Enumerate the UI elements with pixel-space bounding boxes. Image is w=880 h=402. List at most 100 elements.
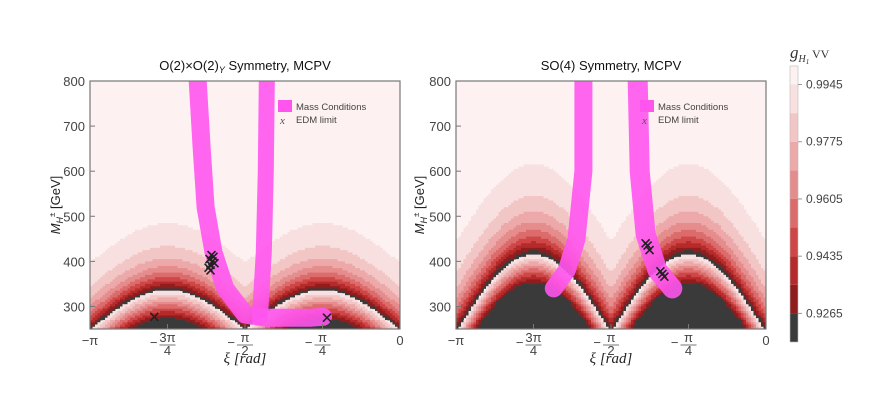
contour-cell: [638, 304, 642, 307]
contour-cell: [741, 319, 744, 325]
right-panel-title: SO(4) Symmetry, MCPV: [541, 58, 682, 73]
contour-cell: [330, 304, 333, 310]
contour-cell: [756, 259, 759, 276]
contour-cell: [215, 322, 218, 328]
contour-cell: [375, 288, 378, 294]
contour-cell: [125, 310, 128, 314]
contour-cell: [182, 247, 186, 262]
colorbar-frame: [789, 65, 799, 343]
contour-cell: [583, 310, 587, 314]
contour-cell: [653, 290, 657, 294]
contour-cell: [493, 281, 497, 285]
contour-cell: [618, 310, 622, 316]
contour-cell: [347, 310, 351, 314]
contour-cell: [721, 283, 724, 287]
contour-cell: [703, 279, 707, 285]
contour-cell: [125, 259, 128, 271]
contour-cell: [593, 310, 597, 316]
contour-cell: [115, 286, 118, 292]
contour-cell: [302, 279, 306, 285]
contour-cell: [362, 324, 366, 329]
contour-cell: [536, 277, 539, 280]
contour-cell: [115, 304, 118, 307]
contour-cell: [683, 261, 687, 267]
contour-cell: [395, 324, 398, 328]
contour-cell: [728, 288, 732, 292]
contour-cell: [571, 299, 574, 303]
contour-cell: [553, 171, 557, 204]
contour-cell: [292, 324, 296, 329]
edm-point: [322, 313, 332, 323]
svg-text:3π: 3π: [525, 330, 541, 345]
contour-cell: [526, 236, 529, 244]
contour-cell: [227, 250, 231, 274]
contour-cell: [92, 324, 96, 328]
contour-cell: [621, 310, 624, 316]
contour-cell: [157, 223, 161, 249]
contour-cell: [511, 290, 514, 329]
contour-cell: [187, 308, 191, 312]
contour-cell: [643, 310, 647, 329]
contour-cell: [678, 195, 682, 213]
contour-cell: [165, 301, 168, 305]
contour-cell: [703, 265, 707, 271]
contour-cell: [741, 236, 744, 253]
contour-cell: [200, 286, 203, 292]
contour-cell: [576, 290, 579, 294]
contour-cell: [142, 308, 146, 314]
contour-cell: [633, 317, 637, 321]
contour-cell: [172, 297, 176, 303]
contour-cell: [332, 277, 336, 283]
contour-cell: [100, 322, 103, 325]
contour-cell: [703, 241, 707, 246]
contour-cell: [456, 313, 459, 319]
contour-cell: [691, 229, 694, 237]
contour-cell: [596, 317, 599, 323]
contour-cell: [295, 277, 298, 283]
contour-cell: [496, 299, 499, 303]
contour-cell: [511, 261, 514, 267]
contour-cell: [531, 283, 534, 329]
contour-cell: [723, 216, 727, 233]
contour-cell: [325, 304, 328, 310]
contour-cell: [676, 214, 679, 224]
contour-cell: [638, 310, 642, 314]
contour-cell: [132, 290, 136, 294]
contour-cell: [120, 263, 123, 276]
contour-cell: [633, 304, 637, 307]
contour-cell: [618, 315, 622, 319]
contour-cell: [305, 274, 308, 280]
contour-cell: [518, 268, 522, 274]
contour-cell: [586, 297, 589, 301]
contour-cell: [601, 286, 604, 294]
contour-cell: [723, 301, 727, 329]
contour-cell: [538, 279, 542, 285]
contour-cell: [676, 263, 679, 269]
contour-cell: [556, 254, 559, 260]
contour-cell: [521, 274, 524, 278]
contour-cell: [280, 299, 283, 305]
contour-cell: [541, 223, 544, 233]
svg-text:−: −: [516, 335, 524, 350]
contour-cell: [676, 270, 679, 276]
contour-cell: [608, 297, 612, 307]
contour-cell: [638, 317, 642, 329]
contour-cell: [157, 259, 161, 267]
contour-cell: [478, 288, 482, 294]
contour-cell: [132, 286, 136, 292]
right-legend-edm-marker: x: [641, 115, 647, 127]
contour-cell: [187, 317, 191, 323]
contour-cell: [342, 301, 346, 305]
contour-cell: [648, 306, 652, 329]
contour-cell: [723, 279, 727, 283]
contour-cell: [713, 268, 717, 274]
contour-cell: [601, 259, 604, 276]
contour-cell: [170, 265, 173, 274]
contour-cell: [546, 238, 549, 246]
contour-cell: [588, 317, 592, 321]
contour-cell: [342, 315, 346, 319]
contour-cell: [538, 211, 542, 224]
contour-cell: [130, 315, 133, 319]
contour-cell: [531, 250, 534, 255]
contour-cell: [192, 281, 196, 287]
